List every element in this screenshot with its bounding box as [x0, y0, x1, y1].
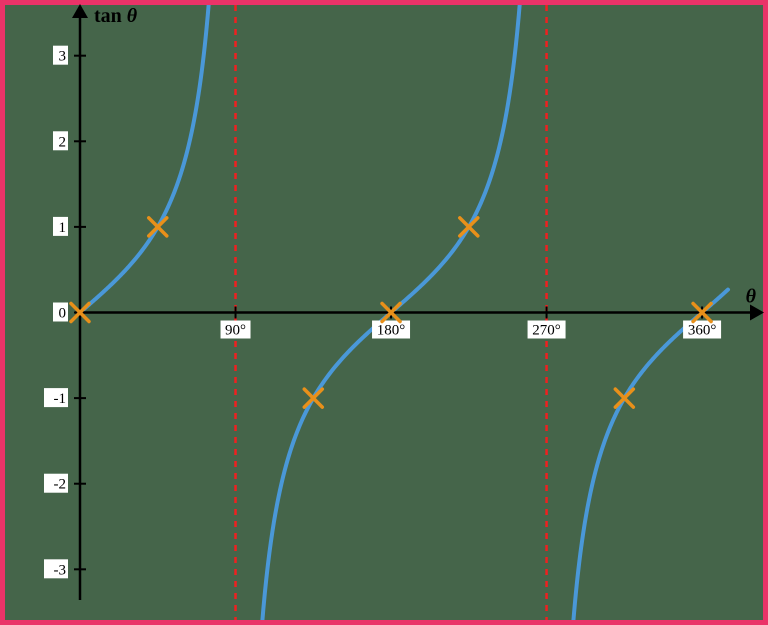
x-axis-label: θ — [746, 286, 757, 308]
x-tick-label: 180° — [377, 323, 406, 339]
tan-chart: 90° 180° 270° 360° -3 -2 -1 0 1 2 3 tan θ θ — [0, 0, 768, 625]
y-tick-label: 3 — [59, 49, 67, 65]
x-tick-label: 360° — [688, 323, 717, 339]
x-tick-label: 90° — [225, 323, 246, 339]
y-tick-label: -2 — [54, 477, 67, 493]
y-tick-label: 1 — [59, 220, 67, 236]
chart-container: { "chart": { "type": "line", "width": 76… — [0, 0, 768, 625]
y-tick-label: 0 — [59, 306, 67, 322]
y-tick-label: 2 — [59, 134, 67, 150]
y-axis-label: tan θ — [94, 5, 138, 27]
y-tick-label: -1 — [54, 391, 67, 407]
y-tick-label: -3 — [54, 562, 67, 578]
x-tick-label: 270° — [532, 323, 561, 339]
